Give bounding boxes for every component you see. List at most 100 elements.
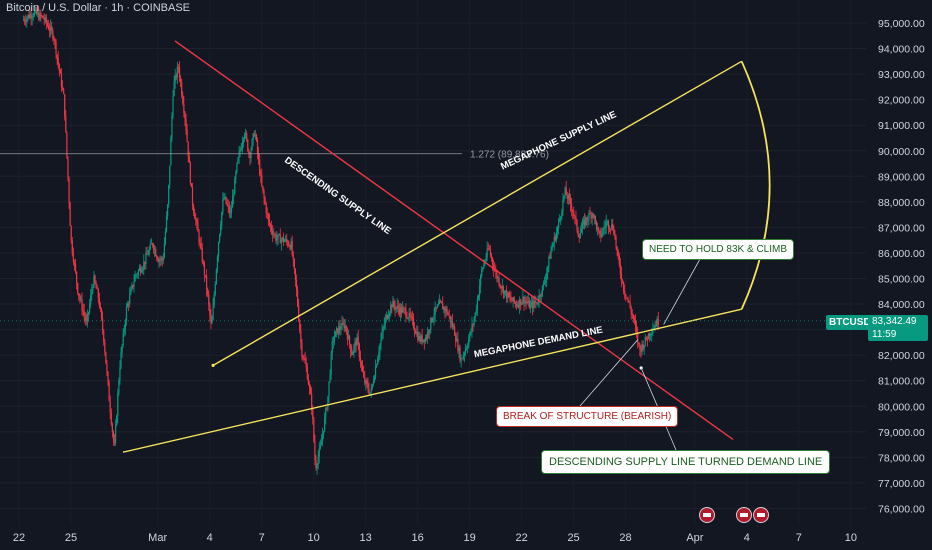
time-axis[interactable] [0, 525, 932, 550]
candle-body [151, 243, 154, 246]
candle-body [489, 249, 491, 255]
symbol-tag: BTCUSD [826, 315, 874, 330]
candle-body [442, 303, 444, 310]
candle-body [394, 305, 396, 310]
candle-body [431, 317, 433, 322]
candle-body [80, 299, 82, 301]
candle-body [194, 212, 196, 219]
candle-body [369, 392, 371, 394]
candle-body [591, 213, 593, 219]
candle-body [265, 203, 267, 214]
candle-body [409, 312, 411, 317]
candle-body [34, 9, 37, 12]
candle-body [152, 245, 155, 250]
candle-body [124, 321, 126, 329]
candle-body [130, 289, 132, 295]
candle-body [303, 358, 305, 360]
candle-body [138, 268, 141, 271]
us-flag-icon[interactable] [699, 507, 715, 523]
candle-body [517, 304, 520, 307]
line-anchor-point [211, 363, 215, 367]
candle-body [509, 296, 511, 298]
candle-body [519, 299, 521, 307]
candle-body [261, 175, 263, 187]
candle-body [113, 441, 116, 443]
candle-body [614, 234, 616, 237]
candle-body [577, 230, 579, 236]
candle-body [82, 310, 84, 312]
candle-body [481, 269, 483, 276]
candle-body [454, 326, 456, 336]
candle-body [425, 337, 428, 339]
candle-body [494, 269, 496, 271]
candle-body [204, 274, 207, 276]
candle-body [119, 367, 121, 381]
candle-body [398, 309, 401, 314]
candle-body [468, 339, 470, 347]
candle-body [44, 17, 46, 21]
candle-body [495, 270, 497, 273]
candle-body [296, 289, 299, 306]
candle-body [120, 352, 122, 368]
candle-body [374, 366, 377, 378]
candle-body [537, 302, 539, 304]
us-flag-icon[interactable] [736, 507, 752, 523]
candle-body [621, 280, 624, 282]
candle-body [532, 302, 534, 309]
candle-body [226, 203, 228, 206]
candle-body [59, 70, 61, 74]
candle-body [493, 264, 495, 270]
candle-body [551, 246, 553, 251]
candle-body [654, 325, 656, 329]
candle-body [46, 23, 48, 26]
candle-body [552, 243, 554, 247]
candle-body [645, 337, 647, 340]
candle-body [545, 279, 547, 283]
candle-body [355, 341, 357, 346]
candle-body [115, 425, 117, 443]
candle-body [338, 326, 340, 334]
candle-body [582, 220, 585, 224]
candle-body [317, 456, 319, 466]
candle-body [470, 331, 472, 333]
candle-body [97, 288, 99, 299]
candle-body [556, 227, 559, 233]
candle-body [522, 296, 524, 303]
candle-body [485, 257, 487, 262]
candle-body [149, 243, 151, 250]
candle-body [141, 270, 143, 273]
candle-body [638, 342, 640, 345]
candle-body [603, 227, 605, 229]
candle-body [126, 304, 129, 307]
candle-body [331, 341, 333, 354]
candle-body [478, 285, 481, 296]
candle-body [655, 325, 657, 327]
candle-body [383, 324, 385, 328]
descending-supply-line [174, 40, 734, 441]
candle-body [63, 88, 65, 95]
candle-body [610, 228, 612, 230]
candle-body [279, 234, 281, 244]
candle-body [520, 299, 522, 305]
candle-body [81, 299, 83, 311]
candle-body [320, 441, 323, 446]
candle-body [69, 203, 71, 226]
candle-body [54, 39, 56, 42]
candle-body [112, 431, 115, 442]
candle-body [105, 351, 107, 364]
candle-body [504, 290, 507, 292]
annotation-turned-demand: DESCENDING SUPPLY LINE TURNED DEMAND LIN… [541, 450, 831, 474]
candle-body [200, 243, 202, 249]
grid [0, 22, 866, 509]
candle-body [52, 30, 54, 39]
price-axis[interactable] [866, 0, 932, 525]
candle-body [58, 64, 60, 71]
candles [22, 5, 659, 475]
candle-body [612, 224, 614, 230]
candle-body [393, 301, 395, 306]
candle-body [122, 332, 124, 346]
candle-body [376, 364, 378, 367]
candle-body [22, 19, 25, 21]
us-flag-icon[interactable] [753, 507, 769, 523]
